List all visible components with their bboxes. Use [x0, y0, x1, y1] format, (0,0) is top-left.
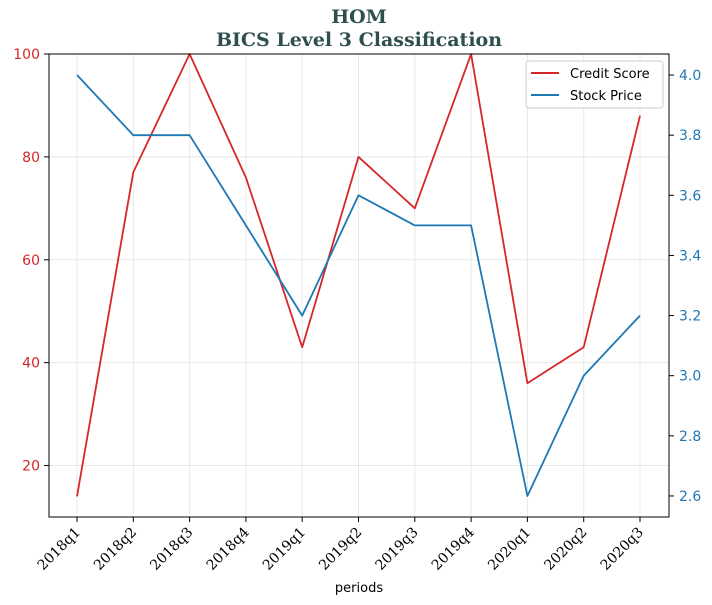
legend: Credit Score Stock Price — [525, 60, 664, 109]
series-line-stock-price — [76, 74, 641, 497]
right-tick-label: 3.0 — [679, 369, 701, 385]
right-tick-label: 3.4 — [679, 248, 701, 264]
right-tick-label: 3.6 — [679, 188, 701, 204]
left-tick-label: 60 — [22, 253, 40, 269]
legend-label: Stock Price — [570, 89, 642, 104]
series-lines — [76, 53, 641, 497]
left-tick-label: 100 — [13, 47, 40, 63]
left-tick-label: 40 — [22, 356, 40, 372]
x-tick-label: 2018q4 — [204, 524, 253, 573]
x-axis: 2018q1 2018q2 2018q3 2018q4 2019q1 2019q2 2019… — [35, 517, 647, 574]
legend-label: Credit Score — [570, 67, 650, 82]
right-tick-label: 3.8 — [679, 128, 701, 144]
right-tick-label: 4.0 — [679, 68, 701, 84]
x-axis-label: periods — [335, 581, 383, 596]
right-axis: 2.6 2.8 3.0 3.2 3.4 3.6 3.8 4.0 — [669, 68, 701, 505]
legend-box — [525, 60, 664, 109]
x-tick-label: 2020q1 — [485, 525, 534, 574]
x-tick-label: 2018q3 — [147, 525, 196, 574]
right-tick-label: 2.6 — [679, 489, 701, 505]
left-axis: 20 40 60 80 100 — [13, 47, 49, 475]
x-tick-label: 2020q2 — [541, 525, 590, 574]
x-tick-label: 2018q2 — [91, 525, 140, 574]
x-tick-label: 2018q1 — [35, 525, 84, 574]
right-tick-label: 3.2 — [679, 309, 701, 325]
chart-title: HOM — [331, 6, 387, 28]
grid — [49, 53, 669, 517]
x-tick-label: 2020q3 — [598, 525, 647, 574]
x-tick-label: 2019q4 — [429, 524, 478, 573]
series-line-credit-score — [76, 53, 641, 497]
x-tick-label: 2019q2 — [316, 525, 365, 574]
x-tick-label: 2019q3 — [372, 525, 421, 574]
right-tick-label: 2.8 — [679, 429, 701, 445]
chart-subtitle: BICS Level 3 Classification — [216, 29, 502, 51]
x-tick-label: 2019q1 — [260, 525, 309, 574]
left-tick-label: 20 — [22, 459, 40, 475]
left-tick-label: 80 — [22, 150, 40, 166]
